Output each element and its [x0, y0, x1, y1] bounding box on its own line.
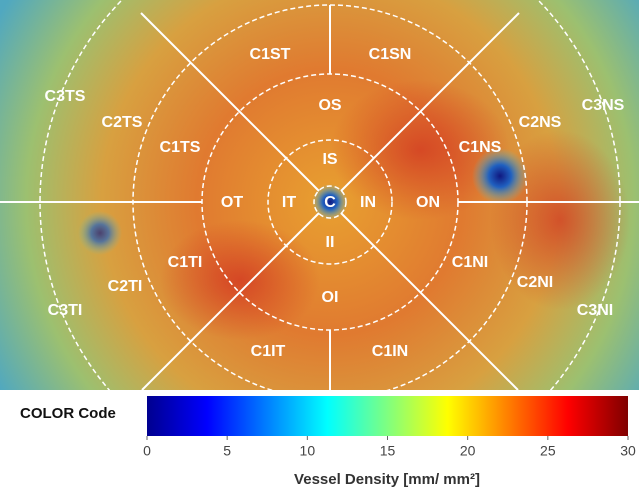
colorbar-ticks: 0 5 10 15 20 25 30 [143, 436, 636, 459]
region-label: OS [318, 97, 341, 114]
region-label: IN [360, 194, 376, 211]
region-label: C2TI [108, 278, 143, 295]
region-label: OI [322, 289, 339, 306]
region-label: OT [221, 194, 243, 211]
region-label: C1SN [369, 46, 412, 63]
region-label: C1IN [372, 343, 408, 360]
colorbar-title: Vessel Density [mm/ mm²] [294, 471, 480, 488]
region-label: C1NS [459, 139, 502, 156]
region-label: C1ST [250, 46, 291, 63]
region-label: IT [282, 194, 296, 211]
region-label: C2NS [519, 114, 562, 131]
tick-label: 15 [380, 443, 396, 459]
region-label: C1NI [452, 254, 488, 271]
tick-label: 20 [460, 443, 476, 459]
colorbar-label: COLOR Code [20, 405, 116, 422]
tick-label: 5 [223, 443, 231, 459]
figure: C1ST C1SN C3TS C2TS C1TS OS C2NS C3NS IS C1NS OT IT… [0, 0, 639, 492]
region-label: C3TS [45, 88, 86, 105]
region-label: C2TS [102, 114, 143, 131]
colorbar [147, 396, 628, 436]
region-label: ON [416, 194, 440, 211]
tick-label: 0 [143, 443, 151, 459]
region-label: C3NS [582, 97, 625, 114]
tick-label: 30 [620, 443, 636, 459]
region-label: C1TI [168, 254, 203, 271]
region-label: IS [322, 151, 337, 168]
region-label: C1TS [160, 139, 201, 156]
region-label: C3TI [48, 302, 83, 319]
region-label: C [324, 194, 336, 211]
region-label: C1IT [251, 343, 286, 360]
tick-label: 25 [540, 443, 556, 459]
region-label: II [326, 234, 335, 251]
page: {"region_labels": ["C1ST", "C1SN", "C3TS… [0, 0, 639, 492]
region-label: C3NI [577, 302, 613, 319]
region-label: C2NI [517, 274, 553, 291]
tick-label: 10 [300, 443, 316, 459]
